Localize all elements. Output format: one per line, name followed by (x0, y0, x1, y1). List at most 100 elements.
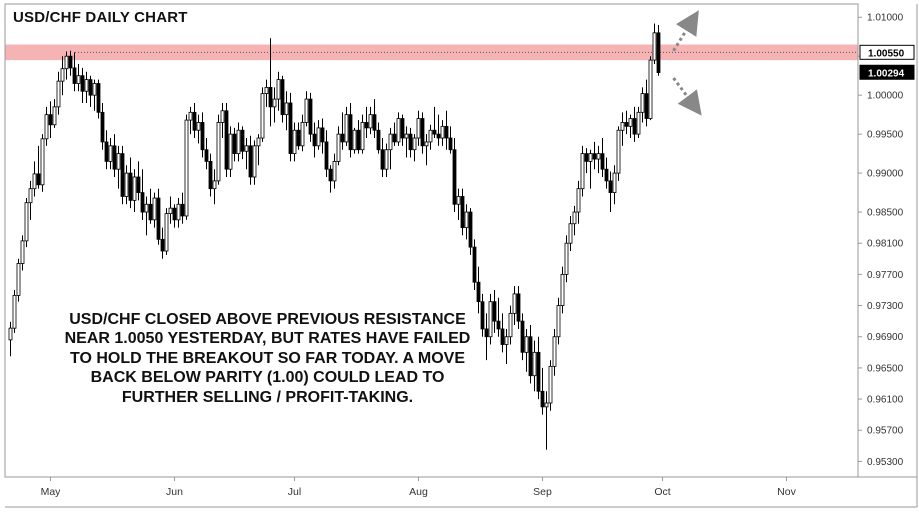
y-tick-label: 0.99000 (867, 169, 904, 180)
candle-body-down (192, 111, 197, 131)
candle-body-down (268, 86, 273, 108)
candle-body-up (284, 102, 289, 116)
candle-body-down (180, 203, 185, 217)
candle-body-down (364, 122, 369, 129)
candle-body-down (72, 67, 77, 84)
candle-body-down (48, 114, 53, 126)
candle-body-down (96, 83, 101, 113)
candle-body-up (544, 402, 549, 408)
candle-body-up (532, 351, 537, 377)
candle-body-up (336, 133, 341, 162)
candle-body-up (588, 153, 593, 162)
candle-body-up (568, 223, 573, 244)
candle-body-down (376, 129, 381, 151)
candle-body-up (464, 211, 469, 229)
x-tick-label: Jul (288, 486, 301, 498)
candle-body-up (388, 133, 393, 151)
candle-body-down (36, 173, 41, 186)
annotation-line: NEAR 1.0050 YESTERDAY, BUT RATES HAVE FA… (64, 330, 471, 348)
candle-body-up (612, 172, 617, 193)
candle-body-down (408, 133, 413, 151)
candle-body-down (492, 301, 497, 322)
candle-body-down (120, 153, 125, 197)
candle-body-up (564, 242, 569, 275)
candle-body-up (108, 145, 113, 162)
candle-body-up (28, 188, 33, 204)
candle-body-up (164, 213, 169, 252)
candle-body-up (640, 93, 645, 113)
candle-body-up (252, 145, 257, 178)
candle-body-up (12, 295, 17, 329)
candle-body-down (600, 153, 605, 170)
candle-body-up (384, 149, 389, 170)
candle-body-up (412, 137, 417, 151)
x-tick-label: Jun (166, 486, 183, 498)
annotation-line: BACK BELOW PARITY (1.00) COULD LEAD TO (90, 369, 445, 387)
candle-body-up (620, 122, 625, 131)
candle-body-down (248, 145, 253, 178)
candle-body-down (172, 207, 177, 221)
candle-body-down (420, 118, 425, 147)
candle-body-up (548, 365, 553, 404)
annotation-line: TO HOLD THE BREAKOUT SO FAR TODAY. A MOV… (70, 349, 465, 367)
candle-body-up (84, 79, 89, 92)
x-tick-label: Nov (777, 486, 796, 498)
candle-body-up (196, 122, 201, 131)
candle-body-up (552, 336, 557, 367)
candle-body-down (224, 110, 229, 170)
candle-body-down (656, 32, 661, 73)
candle-body-down (296, 129, 301, 147)
candle-body-down (240, 129, 245, 152)
candle-body-up (424, 141, 429, 147)
candle-body-down (468, 211, 473, 248)
y-tick-label: 1.01000 (867, 13, 904, 24)
candle-body-down (320, 127, 325, 143)
candle-body-down (128, 172, 133, 201)
candle-body-up (216, 122, 221, 182)
candle-body-up (176, 203, 181, 221)
y-tick-label: 0.97700 (867, 270, 904, 281)
candle-body-up (488, 301, 493, 338)
candle-body-up (168, 207, 173, 215)
candle-body-down (104, 141, 109, 162)
candle-body-down (528, 336, 533, 377)
y-tick-label: 0.97300 (867, 301, 904, 312)
x-tick-label: Sep (533, 486, 552, 498)
candle-body-down (400, 118, 405, 139)
candle-body-up (20, 240, 25, 264)
candle-body-down (140, 192, 145, 213)
candle-body-up (428, 129, 433, 143)
candle-body-up (92, 83, 97, 96)
candle-body-down (624, 122, 629, 127)
candle-body-down (484, 328, 489, 338)
candle-body-down (472, 246, 477, 283)
candle-body-down (476, 281, 481, 303)
candle-body-up (572, 211, 577, 225)
candle-body-down (536, 351, 541, 392)
candle-body-down (356, 129, 361, 151)
candle-body-up (264, 86, 269, 95)
candle-body-up (304, 98, 309, 123)
candle-body-up (648, 59, 653, 119)
candle-body-up (60, 68, 65, 82)
x-tick-label: May (41, 486, 62, 498)
candle-body-up (152, 197, 157, 221)
candle-body-down (496, 320, 501, 330)
x-tick-label: Aug (409, 486, 428, 498)
candle-body-down (500, 328, 505, 345)
candle-body-up (344, 114, 349, 143)
candle-body-up (64, 55, 69, 70)
candle-body-up (396, 118, 401, 143)
candle-body-up (300, 122, 305, 147)
candle-body-up (652, 32, 657, 61)
candle-body-down (280, 79, 285, 116)
annotation-line: USD/CHF CLOSED ABOVE PREVIOUS RESISTANCE (69, 311, 466, 328)
candle-body-up (456, 196, 461, 205)
y-tick-label: 0.98500 (867, 208, 904, 219)
candle-body-up (524, 336, 529, 353)
y-tick-label: 0.95700 (867, 426, 904, 437)
candle-body-up (8, 327, 13, 341)
candle-body-down (156, 197, 161, 240)
candle-body-down (592, 153, 597, 160)
